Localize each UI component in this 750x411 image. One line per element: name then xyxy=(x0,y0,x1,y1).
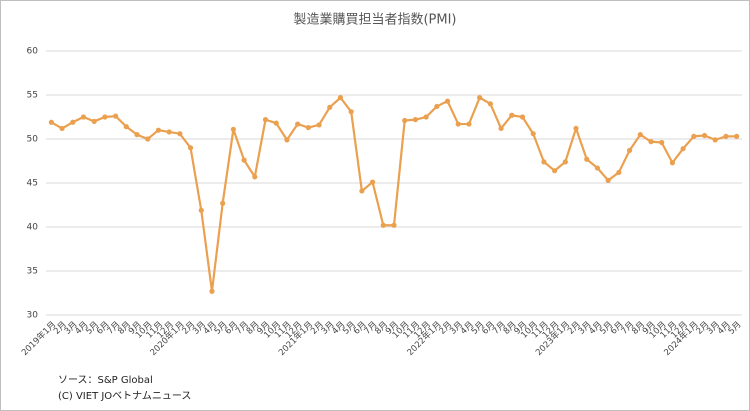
point xyxy=(295,121,301,127)
point xyxy=(509,112,515,118)
point xyxy=(369,179,376,185)
chart-title: 製造業購買担当者指数(PMI) xyxy=(293,12,456,28)
point xyxy=(123,124,129,130)
point xyxy=(391,222,397,228)
point xyxy=(284,137,290,143)
point xyxy=(444,98,451,104)
point xyxy=(220,200,226,206)
y-tick-label: 30 xyxy=(27,311,39,321)
y-tick-label: 60 xyxy=(27,47,39,57)
y-tick-label: 40 xyxy=(27,223,39,233)
point xyxy=(177,131,183,137)
point xyxy=(166,129,172,135)
point xyxy=(701,132,708,139)
y-tick-label: 45 xyxy=(27,179,38,189)
point xyxy=(530,131,536,137)
point xyxy=(423,114,429,120)
point xyxy=(723,133,729,139)
point xyxy=(262,117,269,123)
point xyxy=(59,125,65,132)
point xyxy=(648,139,654,145)
point xyxy=(273,120,279,126)
point xyxy=(477,95,483,101)
point xyxy=(691,133,697,139)
y-tick-label: 55 xyxy=(27,91,38,101)
y-tick-label: 50 xyxy=(27,135,39,145)
point xyxy=(573,125,579,132)
point xyxy=(80,114,87,120)
point xyxy=(616,169,622,176)
point xyxy=(669,160,676,166)
point xyxy=(380,222,386,228)
point xyxy=(605,177,611,183)
point xyxy=(187,145,194,151)
point xyxy=(455,121,461,127)
point xyxy=(134,132,140,138)
point xyxy=(402,117,408,124)
point xyxy=(626,147,633,154)
point xyxy=(466,121,472,127)
point xyxy=(594,165,601,171)
point xyxy=(584,156,590,162)
point xyxy=(562,159,568,165)
source-note: ソース：S&P Global xyxy=(58,375,153,386)
point xyxy=(209,288,215,294)
point xyxy=(348,109,354,115)
point xyxy=(102,114,108,120)
point xyxy=(113,113,119,119)
point xyxy=(680,146,686,152)
point xyxy=(327,104,333,110)
point xyxy=(48,119,54,125)
point xyxy=(412,117,419,123)
point xyxy=(70,119,76,125)
point xyxy=(498,125,504,132)
point xyxy=(552,168,558,174)
point xyxy=(337,95,344,101)
point xyxy=(519,114,526,120)
point xyxy=(155,127,162,133)
point xyxy=(487,101,493,107)
point xyxy=(712,137,718,143)
point xyxy=(637,132,643,138)
point xyxy=(541,159,547,165)
point xyxy=(434,103,440,110)
point xyxy=(252,174,258,180)
point xyxy=(91,118,97,124)
point xyxy=(198,207,204,213)
copyright-note: (C) VIET JOベトナムニュース xyxy=(58,390,191,402)
point xyxy=(241,157,247,163)
point xyxy=(734,133,740,139)
y-tick-label: 35 xyxy=(27,267,38,277)
point xyxy=(145,136,151,142)
point xyxy=(359,188,365,194)
point xyxy=(316,122,322,128)
point xyxy=(230,126,236,132)
point xyxy=(659,139,665,146)
point xyxy=(305,124,311,131)
